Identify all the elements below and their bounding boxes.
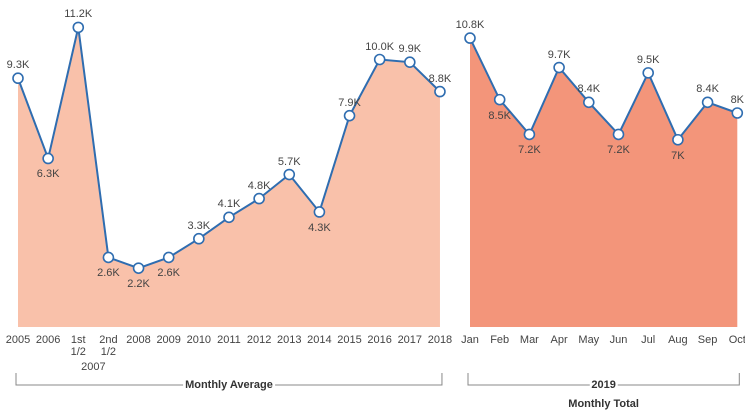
value-label: 2.6K <box>97 267 120 280</box>
value-label: 8.8K <box>428 72 452 85</box>
x-tick-label: Jan <box>461 334 479 346</box>
value-label: 8K <box>730 94 745 106</box>
marker <box>701 96 714 109</box>
x-tick-label: 2006 <box>35 334 61 346</box>
x-tick-label: Sep <box>697 334 718 346</box>
area <box>470 38 738 327</box>
marker <box>72 21 85 34</box>
x-tick-label: Mar <box>519 334 539 346</box>
x-tick-label: 2013 <box>277 334 302 346</box>
value-label: 9.5K <box>636 53 660 66</box>
x-tick-label: 2015 <box>337 334 362 346</box>
x-tick-label: 2016 <box>367 334 392 346</box>
value-label: 7.9K <box>338 96 361 109</box>
value-label: 11.2K <box>64 8 93 21</box>
marker <box>493 93 506 106</box>
marker <box>253 192 265 205</box>
value-label: 4.3K <box>308 221 331 234</box>
x-tick-label: 2008 <box>126 334 151 346</box>
x-tick-label: Feb <box>490 334 510 346</box>
x-axis-title: Monthly Average <box>183 379 275 391</box>
area <box>18 27 440 328</box>
x-tick-label: 2005 <box>5 334 31 346</box>
marker <box>464 32 476 44</box>
value-label: 4.1K <box>217 198 241 211</box>
marker <box>313 206 326 218</box>
value-label: 5.7K <box>277 155 301 168</box>
marker <box>283 168 296 181</box>
value-label: 9.9K <box>398 43 422 56</box>
value-label: 8.4K <box>577 83 601 96</box>
category-group-label: 2007 <box>81 361 106 373</box>
x-tick-label: Oct <box>728 334 745 346</box>
x-tick-label: 2nd 1/2 <box>99 334 118 358</box>
x-tick-label: May <box>578 334 600 346</box>
marker <box>404 56 416 68</box>
value-label: 7K <box>671 149 685 162</box>
x-tick-label: Jul <box>641 334 656 346</box>
marker <box>731 107 744 119</box>
x-tick-label: 2017 <box>397 334 423 346</box>
value-label: 2.2K <box>127 278 150 291</box>
value-label: 7.2K <box>607 144 630 157</box>
x-tick-label: Aug <box>668 334 688 346</box>
marker <box>523 128 536 141</box>
x-tick-label: 2014 <box>307 334 332 346</box>
value-label: 10.0K <box>365 40 395 53</box>
marker <box>42 152 54 165</box>
marker <box>373 53 386 66</box>
x-tick-label: 2009 <box>156 334 181 346</box>
value-label: 9.3K <box>6 59 30 72</box>
x-tick-label: Jun <box>609 334 628 346</box>
x-tick-label: 1st 1/2 <box>70 334 86 358</box>
value-label: 8.4K <box>696 83 719 96</box>
value-label: 10.8K <box>455 19 485 32</box>
marker <box>12 72 24 85</box>
x-tick-label: Apr <box>550 334 568 346</box>
value-label: 8.5K <box>488 109 512 122</box>
marker <box>223 211 235 224</box>
marker <box>553 61 565 74</box>
marker <box>672 133 684 146</box>
x-axis-title: Monthly Total <box>566 398 641 410</box>
marker <box>343 109 356 122</box>
value-label: 4.8K <box>247 179 271 192</box>
value-label: 9.7K <box>547 48 571 61</box>
value-label: 2.6K <box>157 267 181 280</box>
x-tick-label: 2012 <box>246 334 272 346</box>
marker <box>162 251 175 264</box>
value-label: 6.3K <box>36 168 60 181</box>
marker <box>132 262 145 274</box>
marker <box>582 96 595 109</box>
marker <box>434 85 446 98</box>
x-group-label: 2019 <box>589 379 618 391</box>
value-label: 7.2K <box>518 144 541 157</box>
marker <box>642 67 655 79</box>
x-tick-label: 2018 <box>427 334 453 346</box>
value-label: 3.3K <box>187 219 211 232</box>
marker <box>612 128 625 141</box>
x-tick-label: 2011 <box>217 334 241 346</box>
marker <box>102 251 115 264</box>
marker <box>193 232 205 245</box>
x-tick-label: 2010 <box>186 334 212 346</box>
line <box>469 37 738 142</box>
